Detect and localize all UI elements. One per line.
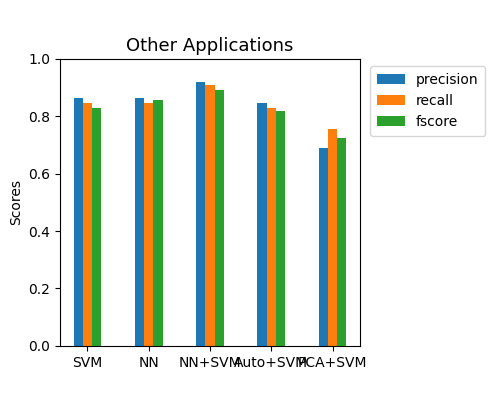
Bar: [74, 98, 83, 346]
Y-axis label: Scores: Scores: [8, 179, 22, 226]
Bar: [258, 103, 266, 346]
Legend: precision, recall, fscore: precision, recall, fscore: [370, 66, 486, 136]
Bar: [337, 138, 346, 346]
Title: Other Applications: Other Applications: [126, 37, 294, 55]
Bar: [214, 90, 224, 346]
Bar: [319, 148, 328, 346]
Bar: [154, 100, 162, 346]
Bar: [276, 110, 285, 346]
Bar: [206, 85, 214, 346]
Bar: [266, 108, 276, 346]
Bar: [92, 108, 101, 346]
Bar: [83, 103, 92, 346]
Bar: [328, 129, 337, 346]
Bar: [196, 82, 205, 346]
Bar: [135, 98, 144, 346]
Bar: [144, 103, 154, 346]
